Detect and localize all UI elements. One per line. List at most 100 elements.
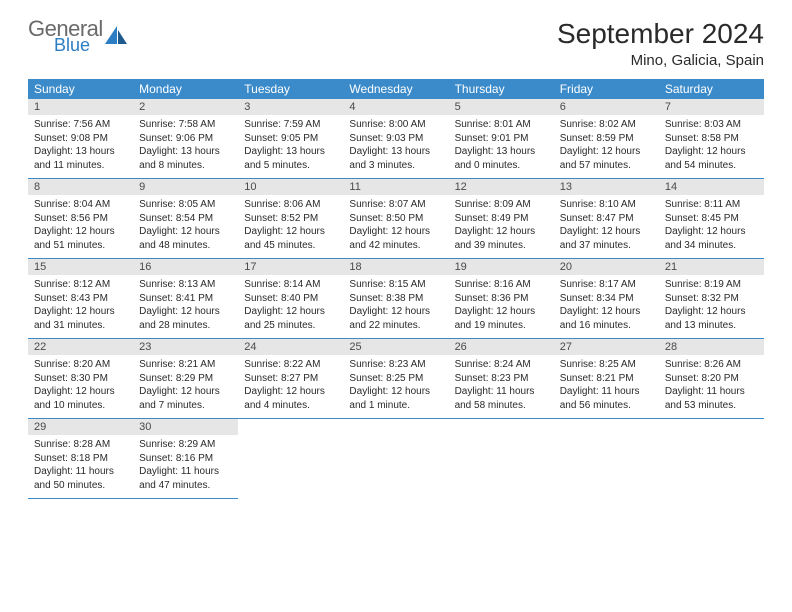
day-cell: 11Sunrise: 8:07 AMSunset: 8:50 PMDayligh… [343, 179, 448, 259]
logo: General Blue [28, 18, 129, 54]
day-empty [554, 419, 659, 499]
day-number: 25 [343, 339, 448, 355]
sunset-text: Sunset: 9:01 PM [455, 132, 548, 146]
day-number: 24 [238, 339, 343, 355]
month-title: September 2024 [557, 18, 764, 50]
day-details: Sunrise: 7:59 AMSunset: 9:05 PMDaylight:… [238, 115, 343, 172]
daylight-line1: Daylight: 11 hours [665, 385, 758, 399]
calendar: Sunday Monday Tuesday Wednesday Thursday… [28, 79, 764, 499]
day-cell: 4Sunrise: 8:00 AMSunset: 9:03 PMDaylight… [343, 99, 448, 179]
day-number: 28 [659, 339, 764, 355]
day-number: 1 [28, 99, 133, 115]
day-details: Sunrise: 8:01 AMSunset: 9:01 PMDaylight:… [449, 115, 554, 172]
sunset-text: Sunset: 8:56 PM [34, 212, 127, 226]
sunset-text: Sunset: 8:49 PM [455, 212, 548, 226]
logo-sail-icon [103, 24, 129, 51]
sunrise-text: Sunrise: 8:26 AM [665, 358, 758, 372]
sunrise-text: Sunrise: 8:01 AM [455, 118, 548, 132]
weekday-tuesday: Tuesday [238, 79, 343, 99]
sunset-text: Sunset: 8:25 PM [349, 372, 442, 386]
day-details: Sunrise: 8:29 AMSunset: 8:16 PMDaylight:… [133, 435, 238, 492]
daylight-line2: and 45 minutes. [244, 239, 337, 253]
daylight-line1: Daylight: 12 hours [244, 385, 337, 399]
sunset-text: Sunset: 8:36 PM [455, 292, 548, 306]
day-details: Sunrise: 8:19 AMSunset: 8:32 PMDaylight:… [659, 275, 764, 332]
calendar-page: General Blue September 2024 Mino, Galici… [0, 0, 792, 517]
week-row: 8Sunrise: 8:04 AMSunset: 8:56 PMDaylight… [28, 179, 764, 259]
day-number: 6 [554, 99, 659, 115]
day-details: Sunrise: 8:03 AMSunset: 8:58 PMDaylight:… [659, 115, 764, 172]
daylight-line2: and 16 minutes. [560, 319, 653, 333]
sunrise-text: Sunrise: 8:19 AM [665, 278, 758, 292]
daylight-line1: Daylight: 11 hours [34, 465, 127, 479]
day-cell: 5Sunrise: 8:01 AMSunset: 9:01 PMDaylight… [449, 99, 554, 179]
day-details: Sunrise: 8:10 AMSunset: 8:47 PMDaylight:… [554, 195, 659, 252]
sunset-text: Sunset: 8:50 PM [349, 212, 442, 226]
daylight-line2: and 37 minutes. [560, 239, 653, 253]
day-cell: 3Sunrise: 7:59 AMSunset: 9:05 PMDaylight… [238, 99, 343, 179]
sunset-text: Sunset: 8:59 PM [560, 132, 653, 146]
day-number: 21 [659, 259, 764, 275]
day-number: 15 [28, 259, 133, 275]
sunset-text: Sunset: 8:27 PM [244, 372, 337, 386]
sunrise-text: Sunrise: 8:11 AM [665, 198, 758, 212]
daylight-line1: Daylight: 12 hours [349, 225, 442, 239]
daylight-line2: and 22 minutes. [349, 319, 442, 333]
sunset-text: Sunset: 8:32 PM [665, 292, 758, 306]
sunset-text: Sunset: 8:45 PM [665, 212, 758, 226]
day-empty [343, 419, 448, 499]
daylight-line1: Daylight: 12 hours [34, 225, 127, 239]
day-details: Sunrise: 8:11 AMSunset: 8:45 PMDaylight:… [659, 195, 764, 252]
week-row: 15Sunrise: 8:12 AMSunset: 8:43 PMDayligh… [28, 259, 764, 339]
sunrise-text: Sunrise: 8:12 AM [34, 278, 127, 292]
day-details: Sunrise: 8:02 AMSunset: 8:59 PMDaylight:… [554, 115, 659, 172]
day-cell: 27Sunrise: 8:25 AMSunset: 8:21 PMDayligh… [554, 339, 659, 419]
daylight-line1: Daylight: 11 hours [560, 385, 653, 399]
day-cell: 8Sunrise: 8:04 AMSunset: 8:56 PMDaylight… [28, 179, 133, 259]
daylight-line2: and 1 minute. [349, 399, 442, 413]
sunrise-text: Sunrise: 8:24 AM [455, 358, 548, 372]
daylight-line1: Daylight: 12 hours [34, 305, 127, 319]
week-row: 1Sunrise: 7:56 AMSunset: 9:08 PMDaylight… [28, 99, 764, 179]
day-details: Sunrise: 8:17 AMSunset: 8:34 PMDaylight:… [554, 275, 659, 332]
daylight-line1: Daylight: 12 hours [455, 305, 548, 319]
sunrise-text: Sunrise: 8:00 AM [349, 118, 442, 132]
sunrise-text: Sunrise: 8:25 AM [560, 358, 653, 372]
sunrise-text: Sunrise: 7:56 AM [34, 118, 127, 132]
sunset-text: Sunset: 8:58 PM [665, 132, 758, 146]
weekday-saturday: Saturday [659, 79, 764, 99]
sunrise-text: Sunrise: 8:13 AM [139, 278, 232, 292]
daylight-line2: and 34 minutes. [665, 239, 758, 253]
day-cell: 18Sunrise: 8:15 AMSunset: 8:38 PMDayligh… [343, 259, 448, 339]
day-cell: 12Sunrise: 8:09 AMSunset: 8:49 PMDayligh… [449, 179, 554, 259]
sunrise-text: Sunrise: 7:59 AM [244, 118, 337, 132]
sunset-text: Sunset: 8:34 PM [560, 292, 653, 306]
day-empty [449, 419, 554, 499]
day-number: 18 [343, 259, 448, 275]
sunset-text: Sunset: 8:18 PM [34, 452, 127, 466]
day-cell: 29Sunrise: 8:28 AMSunset: 8:18 PMDayligh… [28, 419, 133, 499]
daylight-line1: Daylight: 12 hours [244, 225, 337, 239]
sunset-text: Sunset: 8:20 PM [665, 372, 758, 386]
sunrise-text: Sunrise: 8:17 AM [560, 278, 653, 292]
day-details: Sunrise: 7:56 AMSunset: 9:08 PMDaylight:… [28, 115, 133, 172]
sunset-text: Sunset: 8:40 PM [244, 292, 337, 306]
day-number: 19 [449, 259, 554, 275]
day-cell: 26Sunrise: 8:24 AMSunset: 8:23 PMDayligh… [449, 339, 554, 419]
sunrise-text: Sunrise: 8:21 AM [139, 358, 232, 372]
day-number: 5 [449, 99, 554, 115]
daylight-line1: Daylight: 12 hours [665, 305, 758, 319]
sunset-text: Sunset: 8:38 PM [349, 292, 442, 306]
weeks-container: 1Sunrise: 7:56 AMSunset: 9:08 PMDaylight… [28, 99, 764, 499]
daylight-line1: Daylight: 11 hours [139, 465, 232, 479]
day-number: 11 [343, 179, 448, 195]
weekday-row: Sunday Monday Tuesday Wednesday Thursday… [28, 79, 764, 99]
day-cell: 15Sunrise: 8:12 AMSunset: 8:43 PMDayligh… [28, 259, 133, 339]
day-details: Sunrise: 8:25 AMSunset: 8:21 PMDaylight:… [554, 355, 659, 412]
daylight-line2: and 19 minutes. [455, 319, 548, 333]
day-cell: 30Sunrise: 8:29 AMSunset: 8:16 PMDayligh… [133, 419, 238, 499]
daylight-line2: and 51 minutes. [34, 239, 127, 253]
daylight-line2: and 8 minutes. [139, 159, 232, 173]
sunset-text: Sunset: 9:06 PM [139, 132, 232, 146]
daylight-line1: Daylight: 12 hours [665, 145, 758, 159]
